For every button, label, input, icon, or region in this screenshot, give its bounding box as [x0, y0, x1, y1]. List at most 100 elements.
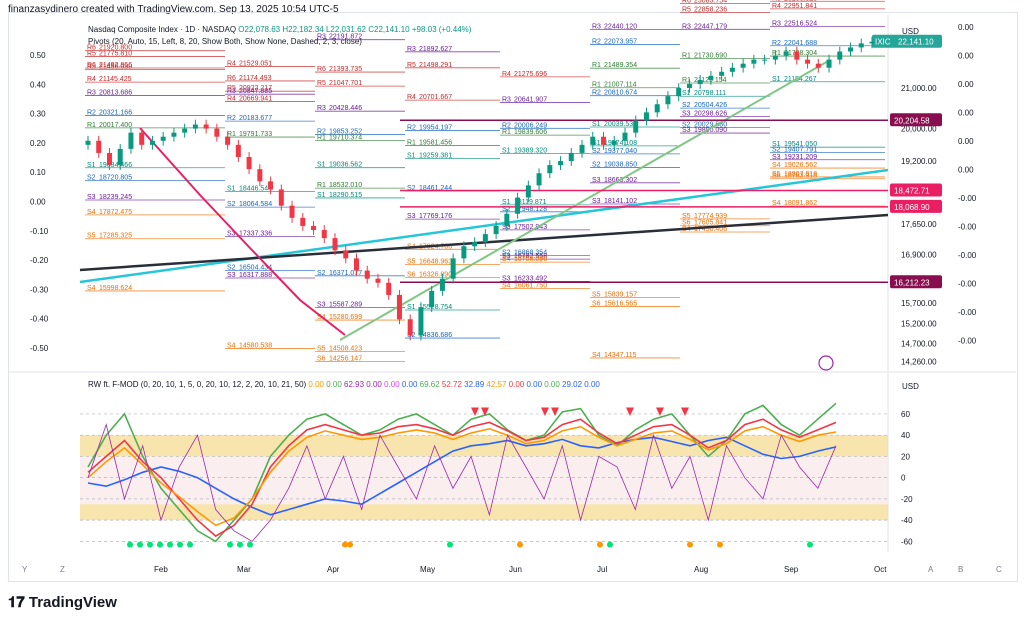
pivot-label-78: S2: [592, 162, 601, 169]
pivot-value-77: 19377.040: [604, 148, 637, 155]
osc-band-1: [80, 504, 888, 521]
pivot-value-1: 21456.030: [99, 64, 132, 71]
pivot-label-50: S1: [407, 304, 416, 311]
pivot-value-53: 21498.291: [419, 62, 452, 69]
pivot-value-24: 21174.493: [239, 75, 272, 82]
osc-top-marker-0: [471, 407, 479, 417]
pivot-value-78: 19038.850: [604, 162, 637, 169]
candle-body-13: [225, 136, 231, 145]
oscillator-value-5: 0.00: [399, 380, 418, 389]
osc-series-3: [87, 425, 837, 527]
ticker-tag-name: IXIC: [875, 38, 891, 47]
pivot-value-101: 22041.688: [784, 40, 817, 47]
price-tag-label-0: 20,204.58: [894, 116, 930, 125]
pivot-value-83: 17450.406: [694, 226, 727, 233]
candle-body-28: [386, 282, 392, 295]
pivot-label-70: R3: [592, 24, 601, 31]
pivot-value-37: 14256.147: [329, 356, 362, 363]
osc-marker-1: [137, 541, 143, 548]
candle-body-55: [676, 88, 682, 97]
candle-body-56: [686, 83, 692, 89]
candle-body-54: [665, 96, 671, 105]
candle-body-69: [826, 59, 832, 68]
x-tick-aug: Aug: [694, 565, 708, 574]
currency-label[interactable]: USD: [902, 27, 919, 36]
oscillator-value-6: 69.62: [417, 380, 440, 389]
pivot-value-15: 20847.885: [239, 88, 272, 95]
candle-body-4: [128, 132, 134, 149]
left-scale-label-0: 0.50: [30, 51, 46, 60]
candle-body-18: [278, 189, 284, 206]
pivot-value-103: 21154.267: [784, 76, 817, 83]
candle-body-44: [558, 161, 564, 166]
pivot-label-58: S1: [502, 147, 511, 154]
pivot-value-45: 18461.244: [419, 185, 452, 192]
candle-body-30: [407, 319, 413, 336]
axis-b-marker: B: [958, 565, 963, 574]
pivot-value-74: 20810.674: [604, 90, 637, 97]
pivot-label-90: S2: [682, 102, 691, 109]
pivot-value-34: 15587.289: [329, 302, 362, 309]
pivot-label-32: S1: [317, 192, 326, 199]
pivot-label-10: S5: [87, 233, 96, 240]
pivot-value-43: 19581.456: [419, 140, 452, 147]
pivot-label-60: S2: [502, 206, 511, 213]
pivot-value-90: 20504.426: [694, 102, 727, 109]
candle-body-37: [482, 234, 488, 243]
osc-marker-16: [687, 541, 693, 548]
candle-body-6: [149, 140, 155, 145]
pivot-label-106: S4: [772, 200, 781, 207]
pivot-value-69: 14347.115: [604, 352, 637, 359]
chart-frame[interactable]: [8, 12, 1018, 582]
pivot-value-27: 20428.446: [329, 105, 362, 112]
pivot-value-106: 18091.862: [784, 200, 817, 207]
osc-tick-0: 60: [901, 410, 910, 419]
candle-body-39: [504, 213, 510, 226]
pivot-value-6: 19034.466: [99, 162, 132, 169]
pivot-value-99: 22951.841: [784, 3, 817, 10]
pivot-value-100: 22516.524: [784, 21, 817, 28]
osc-series-4: [87, 423, 837, 542]
candle-body-62: [751, 59, 757, 64]
currency-label-osc[interactable]: USD: [902, 382, 919, 391]
pivot-label-13: R5: [87, 51, 96, 58]
pivot-value-66: 16061.750: [514, 282, 547, 289]
candle-body-48: [601, 136, 607, 145]
candle-body-59: [719, 71, 725, 76]
price-tick-6: 15,200.00: [901, 319, 937, 328]
osc-marker-8: [237, 541, 243, 548]
pivot-label-59: S1: [502, 199, 511, 206]
pivot-label-86: R3: [682, 23, 691, 30]
pivot-value-29: 19710.374: [329, 134, 362, 141]
axis-c-marker: C: [996, 565, 1002, 574]
pivot-label-79: S3: [592, 177, 601, 184]
x-tick-feb: Feb: [154, 565, 168, 574]
pivot-label-45: S2: [407, 185, 416, 192]
pivot-value-36: 14508.423: [329, 345, 362, 352]
oscillator-value-9: 42.57: [484, 380, 507, 389]
candle-body-51: [633, 120, 639, 133]
pivot-label-26: R4: [227, 95, 236, 102]
pivot-label-71: R2: [592, 38, 601, 45]
oscillator-value-1: 0.00: [324, 380, 342, 389]
ticker-tag-price: 22,141.10: [898, 38, 934, 47]
pivot-label-37: S6: [317, 356, 326, 363]
pivot-label-87: R1: [682, 52, 691, 59]
right-scale-label-0: 0.00: [958, 23, 974, 32]
candle-body-24: [343, 250, 349, 259]
pivot-label-51: S2: [407, 332, 416, 339]
pivot-value-96: 18807.818: [784, 171, 817, 178]
candle-body-46: [579, 144, 585, 153]
pivot-label-43: R1: [407, 140, 416, 147]
pivot-value-81: 17774.939: [694, 213, 727, 220]
pivot-value-55: 20641.907: [514, 97, 547, 104]
change-value: +98.03 (+0.44%): [411, 25, 472, 34]
pivot-label-12: R6: [87, 45, 96, 52]
price-tag-label-2: 18,068.90: [894, 203, 930, 212]
price-tick-7: 14,700.00: [901, 340, 937, 349]
candle-body-64: [772, 55, 778, 60]
price-tag-bg-0: [890, 113, 942, 127]
osc-marker-7: [227, 541, 233, 548]
pivot-label-76: S1: [592, 140, 601, 147]
